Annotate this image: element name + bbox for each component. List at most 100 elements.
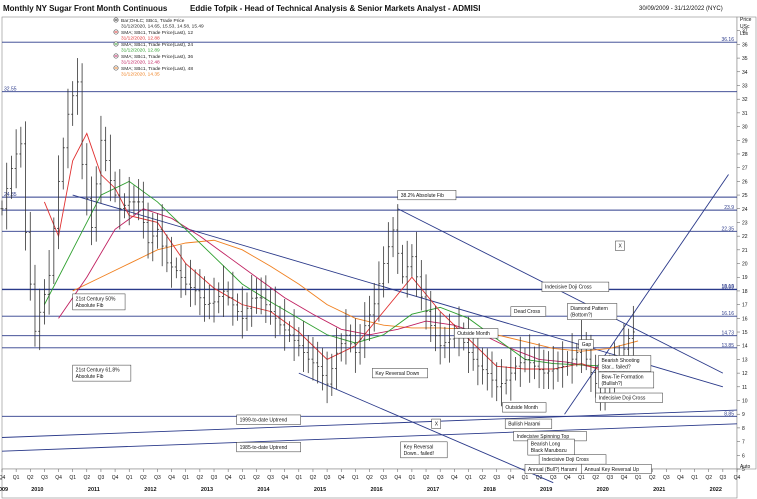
- annotation-callout: X: [431, 418, 441, 429]
- annotation-box: [567, 303, 618, 320]
- annotation-callout: 21st Century 61.8%Absolute Fib: [72, 364, 132, 382]
- x-quarter-label: Q1: [69, 475, 76, 481]
- annotation-box: [236, 414, 301, 425]
- x-quarter-label: Q4: [55, 475, 62, 481]
- price-bar: [66, 88, 70, 169]
- level-label: 32.55: [4, 87, 17, 93]
- price-bar: [316, 341, 320, 384]
- price-bar: [386, 222, 390, 284]
- y-tick-label: 18: [742, 289, 748, 295]
- annotation-box: [504, 418, 553, 429]
- price-bar: [339, 333, 343, 362]
- trendline: [1, 423, 738, 452]
- annotation-text: 38.2% Absolute Fib: [401, 193, 444, 199]
- y-axis-auto-label: Auto: [740, 464, 751, 470]
- annotation-text: (Bullish?): [601, 381, 622, 387]
- price-bar: [179, 244, 183, 298]
- x-quarter-label: Q1: [578, 475, 585, 481]
- y-tick-label: 34: [742, 70, 748, 76]
- price-bar: [353, 318, 357, 373]
- annotation-box: [72, 293, 126, 311]
- y-tick-label: 26: [742, 179, 748, 185]
- annotation-text: Indecisive Spinning Top: [517, 434, 570, 440]
- price-bar: [542, 349, 546, 390]
- x-quarter-label: Q4: [112, 475, 119, 481]
- annotation-box: [598, 371, 655, 389]
- price-bar: [400, 244, 404, 284]
- x-year-label: 2021: [653, 487, 665, 493]
- price-bar: [283, 298, 287, 351]
- date-range: 30/09/2009 - 31/12/2022 (NYC): [639, 6, 723, 12]
- x-quarter-label: Q3: [606, 475, 613, 481]
- y-tick-label: 25: [742, 193, 748, 199]
- legend-series-label: Bar;OHLC; SBc1, Trade Price: [121, 18, 185, 24]
- x-quarter-label: Q2: [27, 475, 34, 481]
- x-quarter-label: Q3: [380, 475, 387, 481]
- price-bar: [419, 260, 423, 311]
- price-bar: [372, 282, 376, 332]
- y-tick-label: 10: [742, 399, 748, 405]
- legend-item: SMA; SBc1, Trade Price(Last), 1231/12/20…: [113, 29, 193, 42]
- annotation-box: [454, 328, 499, 339]
- price-bar: [490, 351, 494, 398]
- x-quarter-label: Q1: [126, 475, 133, 481]
- x-quarter-label: Q3: [550, 475, 557, 481]
- x-quarter-label: Q1: [691, 475, 698, 481]
- y-tick-label: 28: [742, 152, 748, 158]
- price-bar: [561, 341, 565, 388]
- annotation-box: [578, 339, 594, 350]
- price-bar: [203, 276, 207, 322]
- x-quarter-label: Q3: [324, 475, 331, 481]
- annotation-text: Black Marubozu: [531, 448, 567, 454]
- price-bar: [306, 335, 310, 374]
- price-bar: [57, 155, 61, 250]
- price-bar: [443, 326, 447, 359]
- annotation-text: X: [435, 422, 439, 428]
- annotation-box: [598, 355, 652, 372]
- annotation-text: X: [618, 243, 622, 249]
- price-bar: [207, 284, 211, 320]
- annotation-callout: Outside Month: [454, 328, 499, 339]
- annotation-box: [502, 402, 547, 413]
- chart-author: Eddie Tofpik - Head of Technical Analysi…: [190, 4, 481, 13]
- price-bar: [509, 347, 513, 401]
- price-bar: [80, 63, 84, 180]
- price-bar: [485, 348, 489, 391]
- price-bar: [108, 134, 112, 202]
- price-bar: [160, 204, 164, 267]
- y-tick-label: 9: [742, 412, 745, 418]
- price-bar: [259, 277, 263, 315]
- price-bar: [113, 171, 117, 203]
- price-bar: [47, 250, 51, 315]
- annotation-box: [397, 190, 457, 201]
- price-bar: [330, 353, 334, 396]
- price-bar: [481, 347, 485, 385]
- price-bar: [429, 290, 433, 342]
- annotation-callout: Bullish Harami: [504, 418, 553, 429]
- annotation-text: 21st Century 61.8%: [76, 368, 120, 374]
- price-bar: [231, 271, 235, 326]
- price-bar: [495, 362, 499, 402]
- annotation-text: (Bottom?): [570, 312, 592, 318]
- price-bar: [325, 351, 329, 404]
- price-bar: [528, 334, 532, 383]
- price-bar: [174, 257, 178, 279]
- price-bar: [28, 211, 32, 301]
- price-bar: [141, 181, 145, 239]
- x-quarter-label: Q1: [635, 475, 642, 481]
- x-quarter-label: Q1: [409, 475, 416, 481]
- annotation-callout: Indecisive Doji Cross: [541, 281, 610, 292]
- annotation-box: [541, 281, 610, 292]
- annotation-callout: Indecisive Doji Cross: [538, 454, 607, 465]
- price-bar: [137, 179, 141, 221]
- x-quarter-label: Q3: [41, 475, 48, 481]
- price-bar: [75, 58, 79, 115]
- annotation-callout: Diamond Pattern(Bottom?): [567, 303, 618, 320]
- price-bar: [627, 328, 631, 358]
- y-tick-label: 12: [742, 371, 748, 377]
- price-bar: [415, 231, 419, 297]
- price-bar: [170, 236, 174, 288]
- legend-item: SMA; SBc1, Trade Price(Last), 4831/12/20…: [113, 65, 193, 78]
- annotation-text: Indecisive Doji Cross: [545, 285, 592, 291]
